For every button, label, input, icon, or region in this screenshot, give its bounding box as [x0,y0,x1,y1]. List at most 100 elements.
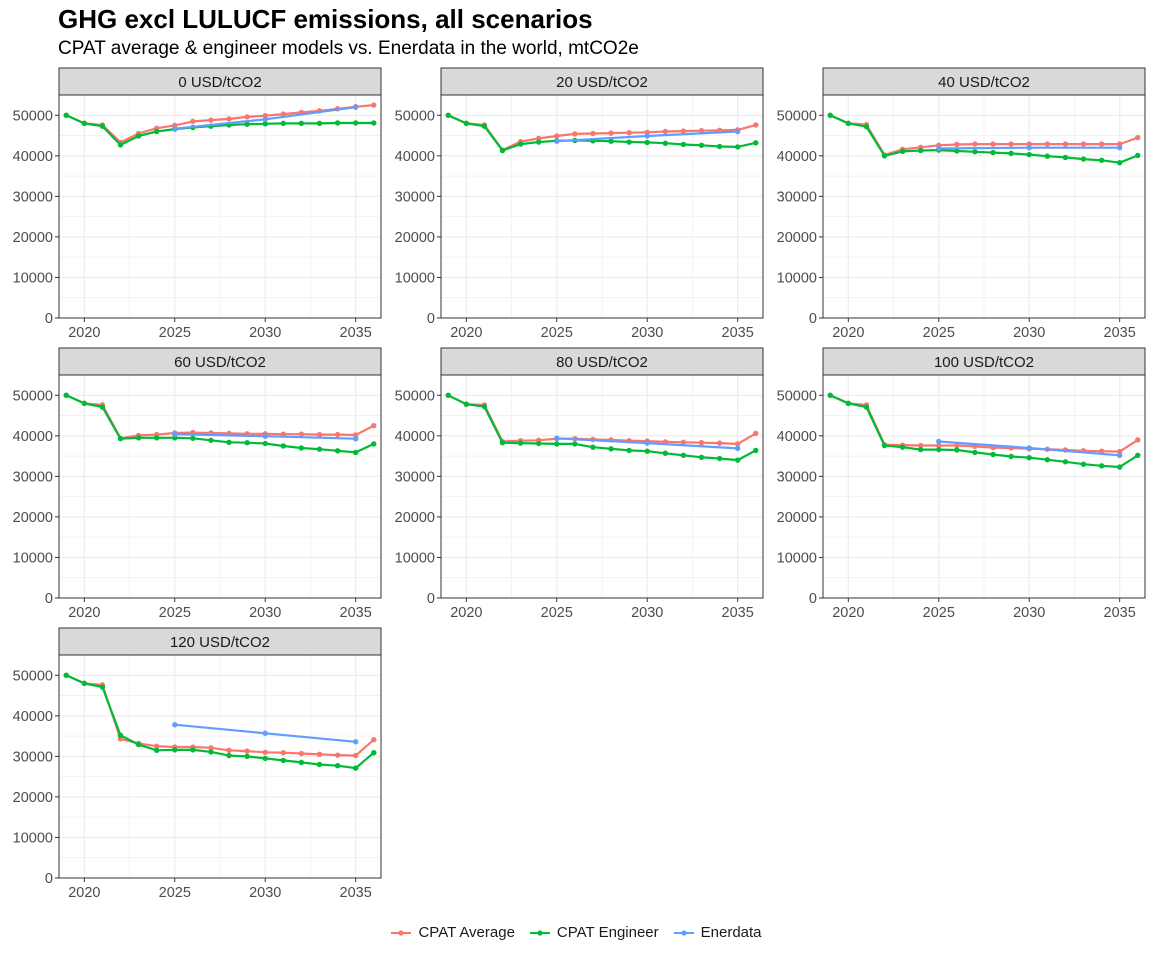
data-point-cpat-engineer [1080,156,1087,162]
x-tick-label: 2025 [159,605,191,621]
y-tick-label: 50000 [395,388,435,404]
data-point-cpat-engineer [662,140,669,146]
data-point-cpat-engineer [1098,157,1105,163]
y-tick-label: 20000 [395,230,435,246]
data-point-cpat-average [190,118,196,125]
data-point-cpat-engineer [1062,459,1069,465]
y-tick-label: 10000 [395,270,435,286]
x-tick-label: 2020 [68,885,100,901]
y-tick-label: 10000 [13,830,53,846]
data-point-cpat-engineer [698,142,705,148]
data-point-cpat-engineer [590,444,596,450]
data-point-cpat-engineer [117,142,124,148]
data-point-cpat-engineer [734,457,741,463]
data-point-enerdata [262,116,268,123]
data-point-cpat-engineer [135,435,142,441]
facet-strip-label: 60 USD/tCO2 [174,354,266,371]
data-point-cpat-engineer [244,440,250,446]
data-point-cpat-engineer [881,153,888,159]
data-point-cpat-engineer [208,749,214,755]
data-point-cpat-average [334,752,341,758]
data-point-enerdata [644,440,650,446]
y-tick-label: 40000 [13,709,53,725]
facet-panel-80-usd-tco2: 80 USD/tCO2 0 10000 20000 30000 40000 50000 202… [395,347,764,621]
x-tick-label: 2020 [450,605,482,621]
y-tick-label: 10000 [777,550,817,566]
legend-item-enerdata: Enerdata [673,924,762,941]
series-line-cpat-engineer [65,674,375,770]
y-tick-label: 50000 [13,108,53,124]
data-point-cpat-engineer [463,401,470,407]
data-point-enerdata [936,145,942,152]
data-point-cpat-engineer [845,120,852,127]
facet-strip [822,67,1146,96]
y-tick-label: 20000 [13,510,53,526]
data-point-cpat-engineer [1026,151,1032,158]
data-point-cpat-engineer [608,446,614,452]
data-point-cpat-average [1044,141,1051,147]
panel-border [58,654,382,879]
data-point-cpat-average [917,442,924,449]
data-point-cpat-engineer [99,684,106,690]
data-point-cpat-engineer [1116,464,1123,470]
data-point-enerdata [352,104,359,110]
data-point-cpat-engineer [172,747,178,753]
data-point-cpat-engineer [153,747,160,753]
y-tick-label: 10000 [395,550,435,566]
data-point-cpat-engineer [81,680,88,687]
x-tick-label: 2035 [1104,325,1136,341]
legend-label-cpat-average: CPAT Average [418,924,515,941]
data-point-cpat-engineer [208,437,214,443]
data-point-cpat-engineer [262,755,268,762]
data-point-cpat-engineer [371,441,377,447]
data-point-cpat-engineer [716,143,723,150]
data-point-cpat-engineer [572,441,578,447]
y-tick-label: 30000 [13,469,53,485]
data-point-cpat-engineer [644,139,650,146]
y-tick-label: 50000 [777,108,817,124]
legend-key-enerdata [673,929,694,936]
data-point-cpat-engineer [863,404,870,410]
data-point-cpat-engineer [63,392,69,398]
facet-strip [58,67,382,96]
data-point-cpat-average [226,747,232,753]
data-point-cpat-average [371,422,377,429]
data-point-cpat-average [208,745,214,751]
data-point-cpat-engineer [499,147,506,154]
x-tick-label: 2035 [1104,605,1136,621]
data-point-cpat-average [244,114,250,120]
data-point-cpat-engineer [845,400,852,407]
data-point-cpat-engineer [81,120,88,127]
y-tick-label: 30000 [13,749,53,765]
series-line-cpat-engineer [829,114,1139,164]
data-point-cpat-engineer [954,148,960,154]
data-point-enerdata [936,438,942,445]
data-point-cpat-engineer [1098,463,1105,469]
legend-item-cpat-engineer: CPAT Engineer [529,924,659,941]
data-point-cpat-engineer [554,441,560,447]
x-tick-label: 2025 [541,325,573,341]
data-point-cpat-average [590,130,596,137]
data-point-cpat-engineer [1008,150,1014,157]
data-point-cpat-engineer [316,761,323,768]
y-tick-label: 30000 [13,189,53,205]
y-tick-label: 50000 [13,668,53,684]
y-tick-label: 30000 [395,469,435,485]
facet-panel-100-usd-tco2: 100 USD/tCO2 0 10000 20000 30000 40000 50000 20… [777,347,1146,621]
data-point-cpat-engineer [899,444,906,450]
y-tick-label: 0 [45,311,53,327]
data-point-cpat-engineer [244,121,250,127]
data-point-cpat-engineer [334,762,341,769]
series-line-cpat-engineer [447,394,757,462]
data-point-cpat-average [626,130,632,136]
data-point-enerdata [554,435,560,441]
data-point-cpat-engineer [990,451,996,458]
data-point-cpat-engineer [734,144,741,150]
y-tick-label: 50000 [13,388,53,404]
facet-strip-label: 80 USD/tCO2 [556,354,648,371]
x-tick-label: 2025 [159,885,191,901]
data-point-cpat-engineer [135,133,142,139]
data-point-cpat-average [262,749,268,756]
data-point-cpat-average [208,117,214,123]
data-point-enerdata [1116,452,1123,458]
